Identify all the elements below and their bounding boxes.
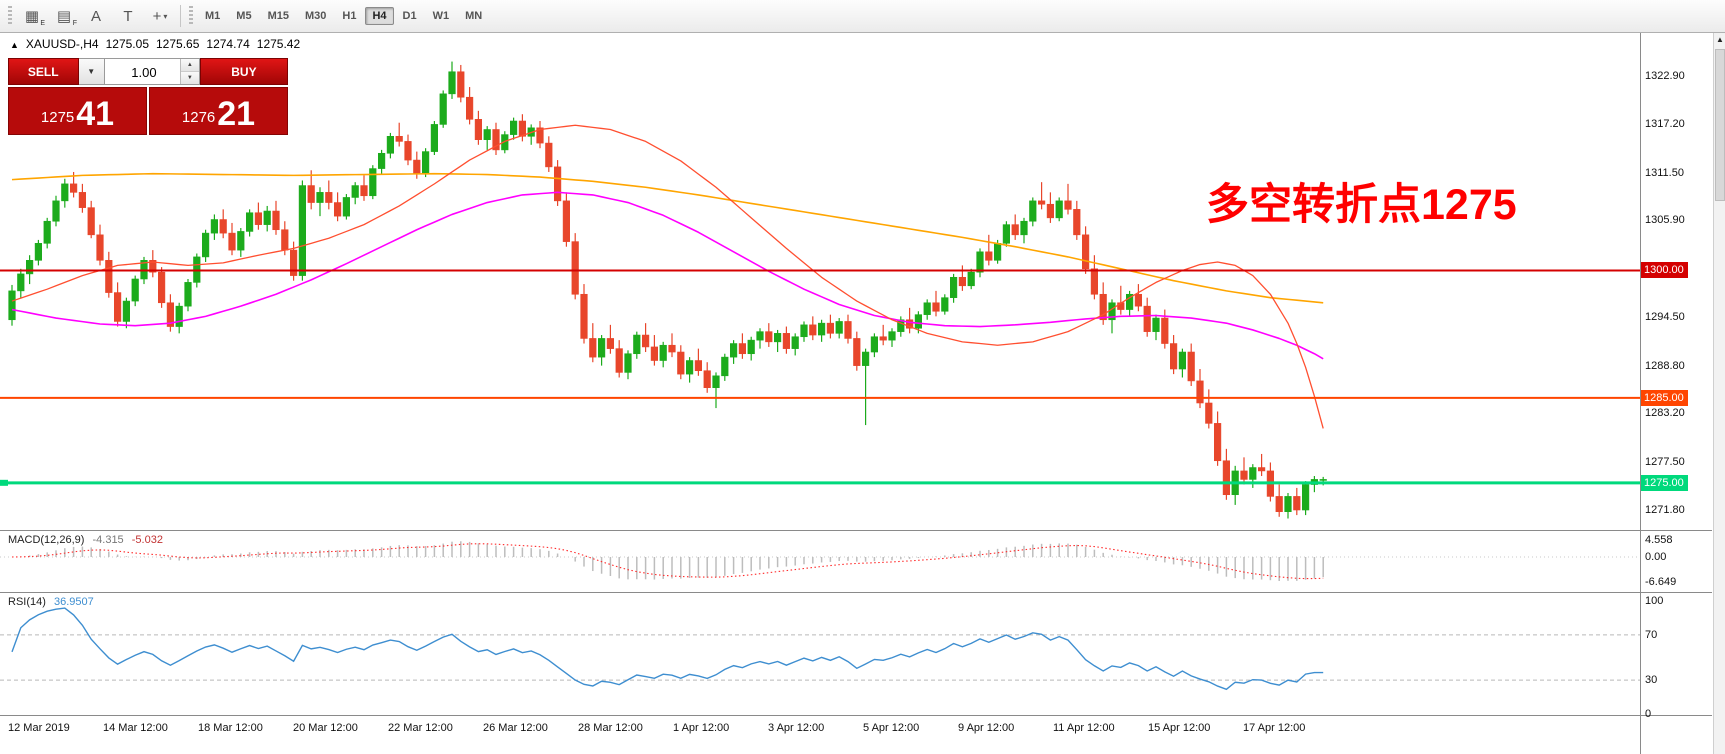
rsi-axis-label: 30 [1645,674,1658,687]
order-type-dropdown[interactable]: ▼ [78,58,105,85]
timeframe-mn[interactable]: MN [465,10,483,22]
ma-slow-line[interactable] [11,172,1324,304]
ma-fast-line[interactable] [11,124,1324,429]
volume-input[interactable] [104,59,183,86]
time-axis[interactable]: 12 Mar 2019 14 Mar 12:00 18 Mar 12:00 20 Ma… [0,716,1640,754]
volume-stepper: ▲ ▼ [179,59,199,84]
macd-signal-line [11,543,1324,580]
vertical-scrollbar[interactable]: ▲ [1713,33,1725,754]
quote-close: 1275.42 [256,37,301,51]
chevron-down-icon: ▼ [87,67,96,76]
quote-high: 1275.65 [156,37,200,51]
spin-down-icon[interactable]: ▼ [180,72,199,84]
time-axis-label: 22 Mar 12:00 [388,722,453,734]
rsi-name: RSI(14) [8,596,46,608]
quote-low: 1274.74 [206,37,250,51]
time-axis-label: 17 Apr 12:00 [1243,722,1306,734]
rsi-value: 36.9507 [53,596,94,608]
macd-indicator-label: MACD(12,26,9) -4.315 -5.032 [8,534,163,546]
timeframe-h4[interactable]: H4 [365,7,394,25]
timeframe-d1[interactable]: D1 [402,10,417,22]
time-axis-label: 28 Mar 12:00 [578,722,643,734]
price-axis-label: 1271.80 [1645,504,1685,516]
bid-big-digits: 41 [76,95,115,134]
macd-main-value: -4.315 [92,534,124,546]
rsi-line[interactable] [11,607,1324,691]
volume-field-wrap: ▲ ▼ [104,58,200,86]
timeframe-grip[interactable] [189,6,193,26]
rsi-indicator-label: RSI(14) 36.9507 [8,596,94,608]
macd-panel [0,541,1640,581]
time-axis-label: 12 Mar 2019 [8,722,70,734]
ma-mid-line[interactable] [11,191,1324,360]
scroll-up-icon[interactable]: ▲ [1716,35,1724,44]
timeframe-w1[interactable]: W1 [432,10,450,22]
buy-button[interactable]: BUY [199,58,288,85]
time-axis-label: 9 Apr 12:00 [958,722,1015,734]
crosshair-icon[interactable]: + ▾ [152,8,168,25]
bid-price-box[interactable]: 1275 41 [8,87,147,135]
macd-axis-label: -6.649 [1645,575,1677,588]
macd-axis-label: 0.00 [1645,551,1667,563]
timeframe-m30[interactable]: M30 [304,10,327,22]
indicators-icon[interactable]: ▤ F [56,8,77,27]
time-axis-label: 20 Mar 12:00 [293,722,358,734]
quote-header: ▲ XAUUSD-,H4 1275.05 1275.65 1274.74 1275.42 [10,37,307,51]
ask-main-digits: 1276 [181,109,216,126]
text-label-icon[interactable]: A [90,8,101,25]
rsi-axis-label: 70 [1645,628,1658,641]
time-axis-label: 15 Apr 12:00 [1148,722,1211,734]
bid-main-digits: 1275 [40,109,75,126]
macd-signal-value: -5.032 [131,534,163,546]
toolbar-grip[interactable] [8,6,12,26]
toolbar: ▦ E ▤ F A T + ▾ M1 M5 M15 M30 H1 H4 D1 W1 MN [0,0,1725,33]
time-axis-label: 11 Apr 12:00 [1053,722,1115,734]
rsi-axis-label: 100 [1645,595,1664,607]
text-box-icon[interactable]: T [123,8,133,25]
ask-price-box[interactable]: 1276 21 [149,87,288,135]
rsi-panel [0,607,1640,691]
price-axis-label: 1322.90 [1645,70,1685,82]
timeframe-h1[interactable]: H1 [342,10,357,22]
price-level-tag[interactable]: 1275.00 [1641,474,1688,491]
symbol-label: XAUUSD-,H4 [25,37,99,51]
toolbar-icon-group: ▦ E ▤ F A T + ▾ [16,3,176,29]
price-axis-label: 1277.50 [1645,455,1685,468]
time-axis-label: 26 Mar 12:00 [483,722,548,734]
timeframe-m15[interactable]: M15 [267,10,289,22]
macd-axis-label: 4.558 [1645,533,1673,546]
ask-big-digits: 21 [217,95,256,134]
rsi-axis-label: 0 [1645,708,1652,720]
price-axis-label: 1294.50 [1645,311,1685,324]
time-axis-label: 5 Apr 12:00 [863,722,920,734]
price-level-tag[interactable]: 1285.00 [1641,389,1688,406]
chart-window-icon[interactable]: ▦ E [24,8,45,27]
sell-button[interactable]: SELL [8,58,79,85]
time-axis-label: 3 Apr 12:00 [768,722,825,734]
timeframe-group: M1 M5 M15 M30 H1 H4 D1 W1 MN [197,7,490,25]
macd-name: MACD(12,26,9) [8,534,85,546]
timeframe-m1[interactable]: M1 [205,10,221,22]
price-level-tag[interactable]: 1300.00 [1641,262,1688,279]
toolbar-separator [180,5,181,27]
timeframe-m5[interactable]: M5 [236,10,252,22]
price-axis-label: 1288.80 [1645,359,1685,372]
price-axis-label: 1317.20 [1645,118,1685,131]
time-axis-label: 1 Apr 12:00 [673,722,730,734]
price-axis-label: 1283.20 [1645,407,1685,420]
price-axis-label: 1311.50 [1645,166,1684,179]
spin-up-icon[interactable]: ▲ [180,59,199,72]
price-axis[interactable]: 1322.90 1317.20 1311.50 1305.90 1294.50 1288.… [1641,0,1712,754]
oct-collapse-icon[interactable]: ▲ [10,40,19,50]
time-axis-label: 18 Mar 12:00 [198,722,263,734]
one-click-trading-panel: SELL ▼ ▲ ▼ BUY 1275 41 1276 21 [8,58,288,135]
chart-annotation-text[interactable]: 多空转折点1275 [1206,181,1517,229]
price-axis-label: 1305.90 [1645,214,1685,227]
hline-left-marker [0,479,8,486]
scrollbar-thumb[interactable] [1715,49,1725,201]
quote-open: 1275.05 [105,37,149,51]
time-axis-label: 14 Mar 12:00 [103,722,168,734]
